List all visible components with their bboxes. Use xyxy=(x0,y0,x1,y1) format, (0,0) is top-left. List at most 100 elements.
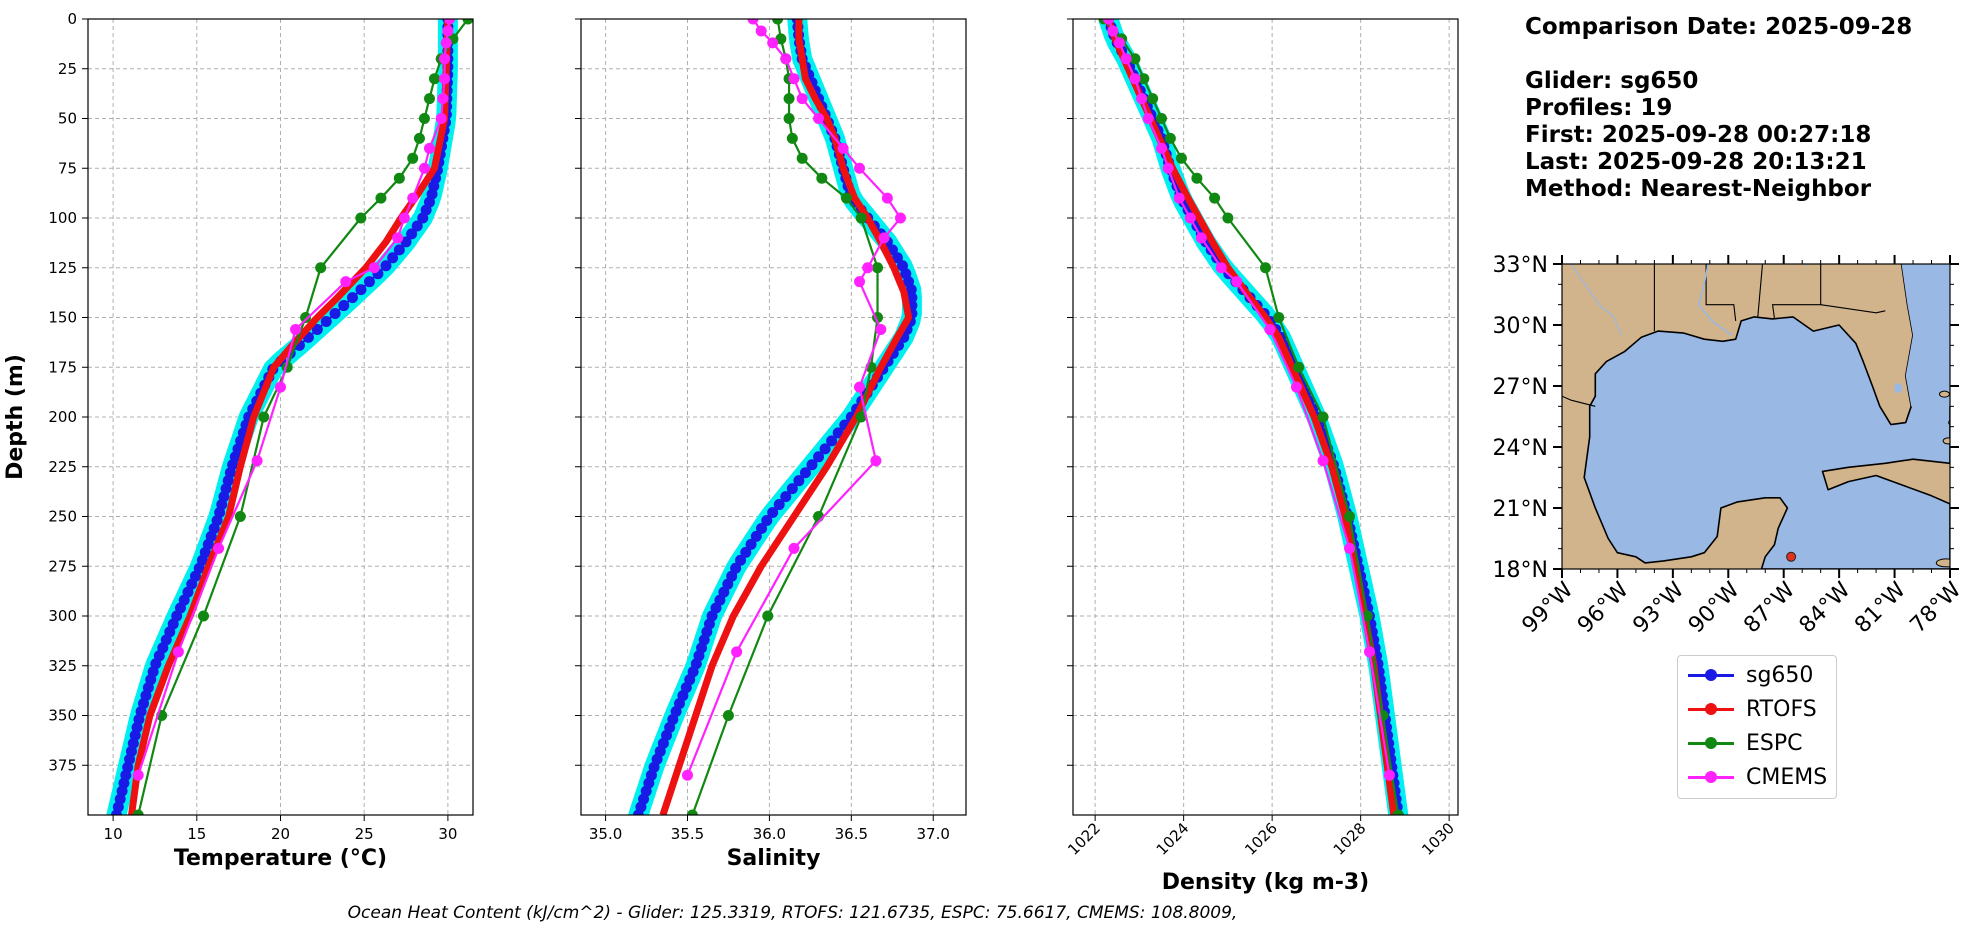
espc-point xyxy=(258,411,270,423)
espc-point xyxy=(393,172,405,184)
island xyxy=(1938,390,1950,398)
cmems-point xyxy=(1173,192,1185,204)
espc-point xyxy=(1273,312,1285,323)
sg650-point xyxy=(773,499,785,511)
cmems-point xyxy=(747,19,759,25)
cmems-point xyxy=(275,381,286,393)
espc-point xyxy=(783,93,795,105)
legend-item-sg650: sg650 xyxy=(1688,660,1813,690)
cmems-point xyxy=(439,53,451,65)
river xyxy=(1570,264,1622,336)
x-tick-label: 15 xyxy=(187,825,206,843)
legend-swatch xyxy=(1688,668,1734,681)
sg650-point xyxy=(411,220,423,232)
sg650-point xyxy=(745,538,757,550)
lat-tick-label: 27°N xyxy=(1493,375,1548,400)
cmems-point xyxy=(788,542,800,554)
legend-swatch xyxy=(1688,770,1734,783)
sg650-point xyxy=(793,475,805,487)
espc-point xyxy=(1344,511,1356,522)
cmems-point xyxy=(1107,25,1119,37)
y-tick-label: 200 xyxy=(48,408,77,426)
sg650-point xyxy=(767,507,779,519)
cmems-point xyxy=(251,455,263,467)
state-border xyxy=(1743,568,1744,569)
lat-tick-label: 21°N xyxy=(1493,497,1548,522)
state-border xyxy=(1820,304,1886,314)
cmems-point xyxy=(1136,93,1148,105)
first-time: First: 2025-09-28 00:27:18 xyxy=(1525,122,1872,148)
cmems-point xyxy=(870,455,882,467)
espc-point xyxy=(462,19,473,25)
espc-point xyxy=(132,809,144,815)
sg650-point xyxy=(320,315,332,327)
x-axis-label: Temperature (°C) xyxy=(174,846,387,871)
y-tick-label: 225 xyxy=(48,458,77,476)
sg650-point xyxy=(311,323,323,335)
espc-point xyxy=(840,192,852,204)
cmems-point xyxy=(875,323,887,335)
x-axis-label: Salinity xyxy=(727,846,821,871)
sg650-point xyxy=(891,252,903,264)
x-tick-label: 36.5 xyxy=(835,825,868,843)
series-group xyxy=(1098,19,1409,815)
espc-point xyxy=(315,262,327,274)
last-time: Last: 2025-09-28 20:13:21 xyxy=(1525,149,1867,175)
espc-point xyxy=(855,212,867,224)
cmems-point xyxy=(437,93,449,105)
legend: sg650 RTOFS ESPC CMEMS xyxy=(1677,655,1837,799)
sg650-point xyxy=(632,809,644,815)
cmems-point xyxy=(796,93,808,105)
cmems-point xyxy=(444,19,456,25)
info-panel: Comparison Date: 2025-09-28 Glider: sg650… xyxy=(1525,14,1912,203)
cmems-point xyxy=(813,113,825,124)
espc-point xyxy=(1175,152,1187,164)
sg650-point xyxy=(786,483,798,495)
y-tick-label: 175 xyxy=(48,358,77,376)
espc-point xyxy=(413,132,425,144)
chart-panel-3: 1022 1024 1026 1028 1030 Density (kg m-3) xyxy=(1064,18,1459,895)
espc-point xyxy=(1260,262,1271,274)
cmems-point xyxy=(407,192,419,204)
sg650-point xyxy=(346,292,358,304)
sg650-point xyxy=(780,491,792,503)
legend-item-rtofs: RTOFS xyxy=(1688,694,1817,724)
espc-point xyxy=(686,809,698,815)
sg650-point xyxy=(750,530,762,542)
cmems-point xyxy=(1215,262,1227,274)
sg650-point xyxy=(906,292,918,304)
x-tick-label: 1022 xyxy=(1064,819,1104,859)
espc-point xyxy=(816,172,828,184)
legend-label: RTOFS xyxy=(1746,696,1817,722)
x-tick-label: 1026 xyxy=(1241,819,1281,859)
lon-tick-label: 96°W xyxy=(1573,577,1634,638)
sg650-point xyxy=(338,300,350,312)
cmems-point xyxy=(780,53,792,65)
cmems-point xyxy=(1231,276,1243,288)
espc-point xyxy=(355,212,367,224)
espc-point xyxy=(407,152,419,164)
lon-tick-label: 78°W xyxy=(1906,577,1967,638)
cmems-point xyxy=(854,162,866,174)
map-frame xyxy=(1561,263,1951,570)
espc-point xyxy=(198,610,209,622)
x-tick-label: 10 xyxy=(104,825,123,843)
atlantic-water xyxy=(1901,264,1950,407)
cmems-point xyxy=(435,113,447,124)
cmems-point xyxy=(368,262,380,274)
espc-point xyxy=(722,710,734,721)
comparison-date: Comparison Date: 2025-09-28 xyxy=(1525,14,1913,40)
gulf-water xyxy=(1583,264,1950,569)
espc-point xyxy=(786,132,798,144)
sg650-point xyxy=(387,252,399,264)
x-tick-label: 36.0 xyxy=(753,825,786,843)
espc-point xyxy=(300,312,312,323)
lon-tick-label: 93°W xyxy=(1628,577,1689,638)
glider-position-marker xyxy=(1786,551,1797,562)
cmems-point xyxy=(1344,542,1356,554)
cmems-point xyxy=(1383,769,1395,781)
cmems-point xyxy=(862,262,874,274)
sg650-point xyxy=(761,514,773,526)
region-map: 33°N 30°N 27°N 24°N 21°N 18°N99°W96°W93°W90°W… xyxy=(1493,253,1967,638)
x-tick-label: 1030 xyxy=(1418,819,1458,859)
